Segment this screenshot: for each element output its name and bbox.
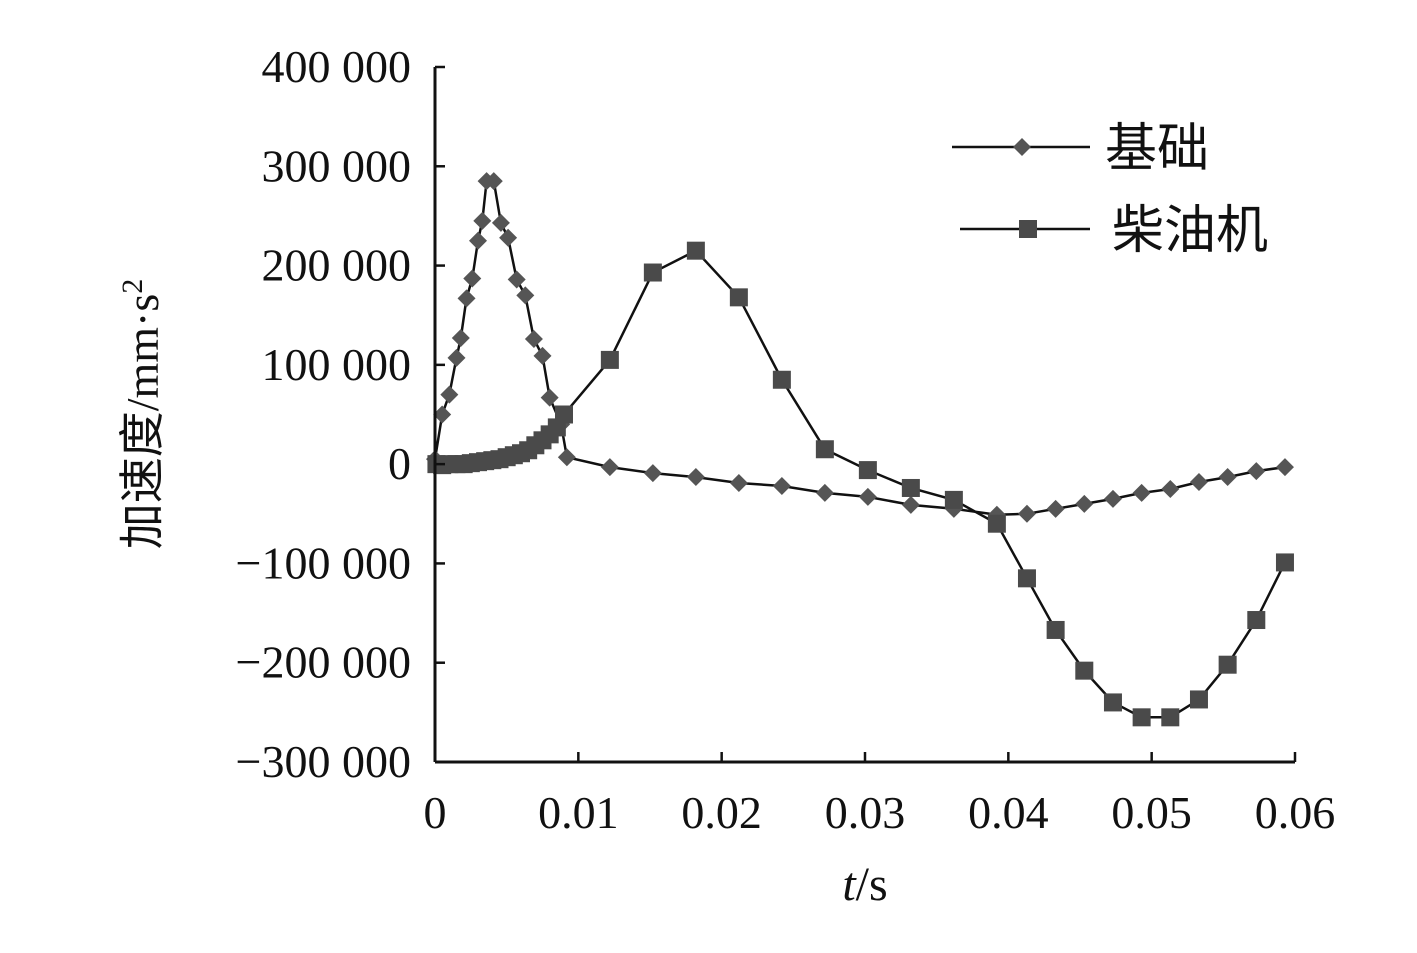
y-tick-label: 400 000 <box>262 41 412 92</box>
series-line <box>436 249 1287 719</box>
y-tick-label: −300 000 <box>236 736 411 787</box>
series-1 <box>426 172 1294 524</box>
legend-marker <box>1019 220 1037 238</box>
data-point <box>1046 620 1065 639</box>
y-tick-label: 200 000 <box>262 240 412 291</box>
data-point <box>555 405 573 424</box>
plot-area <box>426 172 1294 727</box>
data-point <box>507 270 526 289</box>
data-point <box>686 468 705 487</box>
legend-marker <box>1013 138 1031 156</box>
data-point <box>858 487 877 506</box>
axes: 400 000 300 000 200 000 100 000 0 −100 000 −20… <box>236 41 1336 838</box>
data-point <box>499 228 518 247</box>
data-point <box>1275 553 1294 572</box>
data-point <box>772 370 791 389</box>
x-axis-title-variable: t <box>842 858 857 911</box>
x-tick-label: 0.01 <box>538 787 619 838</box>
data-point <box>901 495 920 514</box>
legend-item-2: 柴油机 <box>960 201 1268 261</box>
x-tick-label: 0.03 <box>825 787 906 838</box>
data-point <box>729 288 748 307</box>
x-tick-label: 0.04 <box>968 787 1049 838</box>
data-point <box>1017 569 1036 588</box>
data-point <box>540 388 559 407</box>
x-axis-title-unit: /s <box>856 858 888 911</box>
data-point <box>1161 708 1180 727</box>
y-tick-label: −200 000 <box>236 637 411 688</box>
data-point <box>815 483 834 502</box>
series-2 <box>427 241 1294 727</box>
x-tick-label: 0.06 <box>1255 787 1336 838</box>
data-point <box>469 231 487 250</box>
axis-titles: t/s 加速度/mm·s2 <box>116 279 888 911</box>
data-point <box>1247 462 1266 481</box>
x-tick-label: 0.02 <box>681 787 762 838</box>
data-point <box>516 286 535 305</box>
data-point <box>440 385 459 404</box>
data-point <box>858 461 877 480</box>
data-point <box>447 348 466 367</box>
data-point <box>901 478 920 497</box>
data-point <box>1247 611 1266 630</box>
data-point <box>686 241 705 260</box>
data-point <box>491 213 510 232</box>
data-point <box>1189 690 1208 709</box>
legend-label: 基础 <box>1105 119 1209 179</box>
data-point <box>1275 458 1294 477</box>
data-point <box>987 514 1006 533</box>
data-point <box>1189 473 1208 492</box>
data-point <box>1103 489 1122 508</box>
data-point <box>600 458 619 477</box>
data-point <box>484 172 503 191</box>
data-point <box>1218 655 1237 674</box>
data-point <box>451 329 470 348</box>
data-point <box>772 476 791 495</box>
data-point <box>557 448 576 467</box>
y-tick-label: −100 000 <box>236 537 411 588</box>
y-axis-title-superscript: 2 <box>116 279 149 294</box>
data-point <box>600 350 619 369</box>
data-point <box>473 211 492 230</box>
data-point <box>1075 494 1094 513</box>
data-point <box>463 269 482 288</box>
data-point <box>457 289 476 308</box>
y-tick-label: 300 000 <box>262 140 412 191</box>
data-point <box>433 405 452 424</box>
data-point <box>1132 708 1151 727</box>
data-point <box>524 330 543 349</box>
legend-item-1: 基础 <box>952 119 1209 179</box>
data-point <box>729 474 748 493</box>
data-point <box>1046 499 1065 518</box>
x-tick-label: 0 <box>424 787 447 838</box>
data-point <box>815 440 834 459</box>
y-tick-label: 100 000 <box>262 339 412 390</box>
data-point <box>643 464 662 483</box>
x-tick-label: 0.05 <box>1111 787 1192 838</box>
legend-label: 柴油机 <box>1112 201 1268 261</box>
y-axis-title-text: 加速度/mm·s <box>117 294 168 550</box>
data-point <box>643 263 662 282</box>
data-point <box>1218 468 1237 487</box>
y-axis-title: 加速度/mm·s2 <box>116 279 168 550</box>
data-point <box>1132 483 1151 502</box>
data-point <box>1103 693 1122 712</box>
series-line <box>433 179 1286 517</box>
data-point <box>1161 479 1180 498</box>
x-axis-title: t/s <box>842 858 887 911</box>
data-point <box>944 490 963 509</box>
data-point <box>533 346 552 365</box>
data-point <box>1017 504 1036 523</box>
y-tick-label: 0 <box>388 438 411 489</box>
data-point <box>1075 661 1094 680</box>
